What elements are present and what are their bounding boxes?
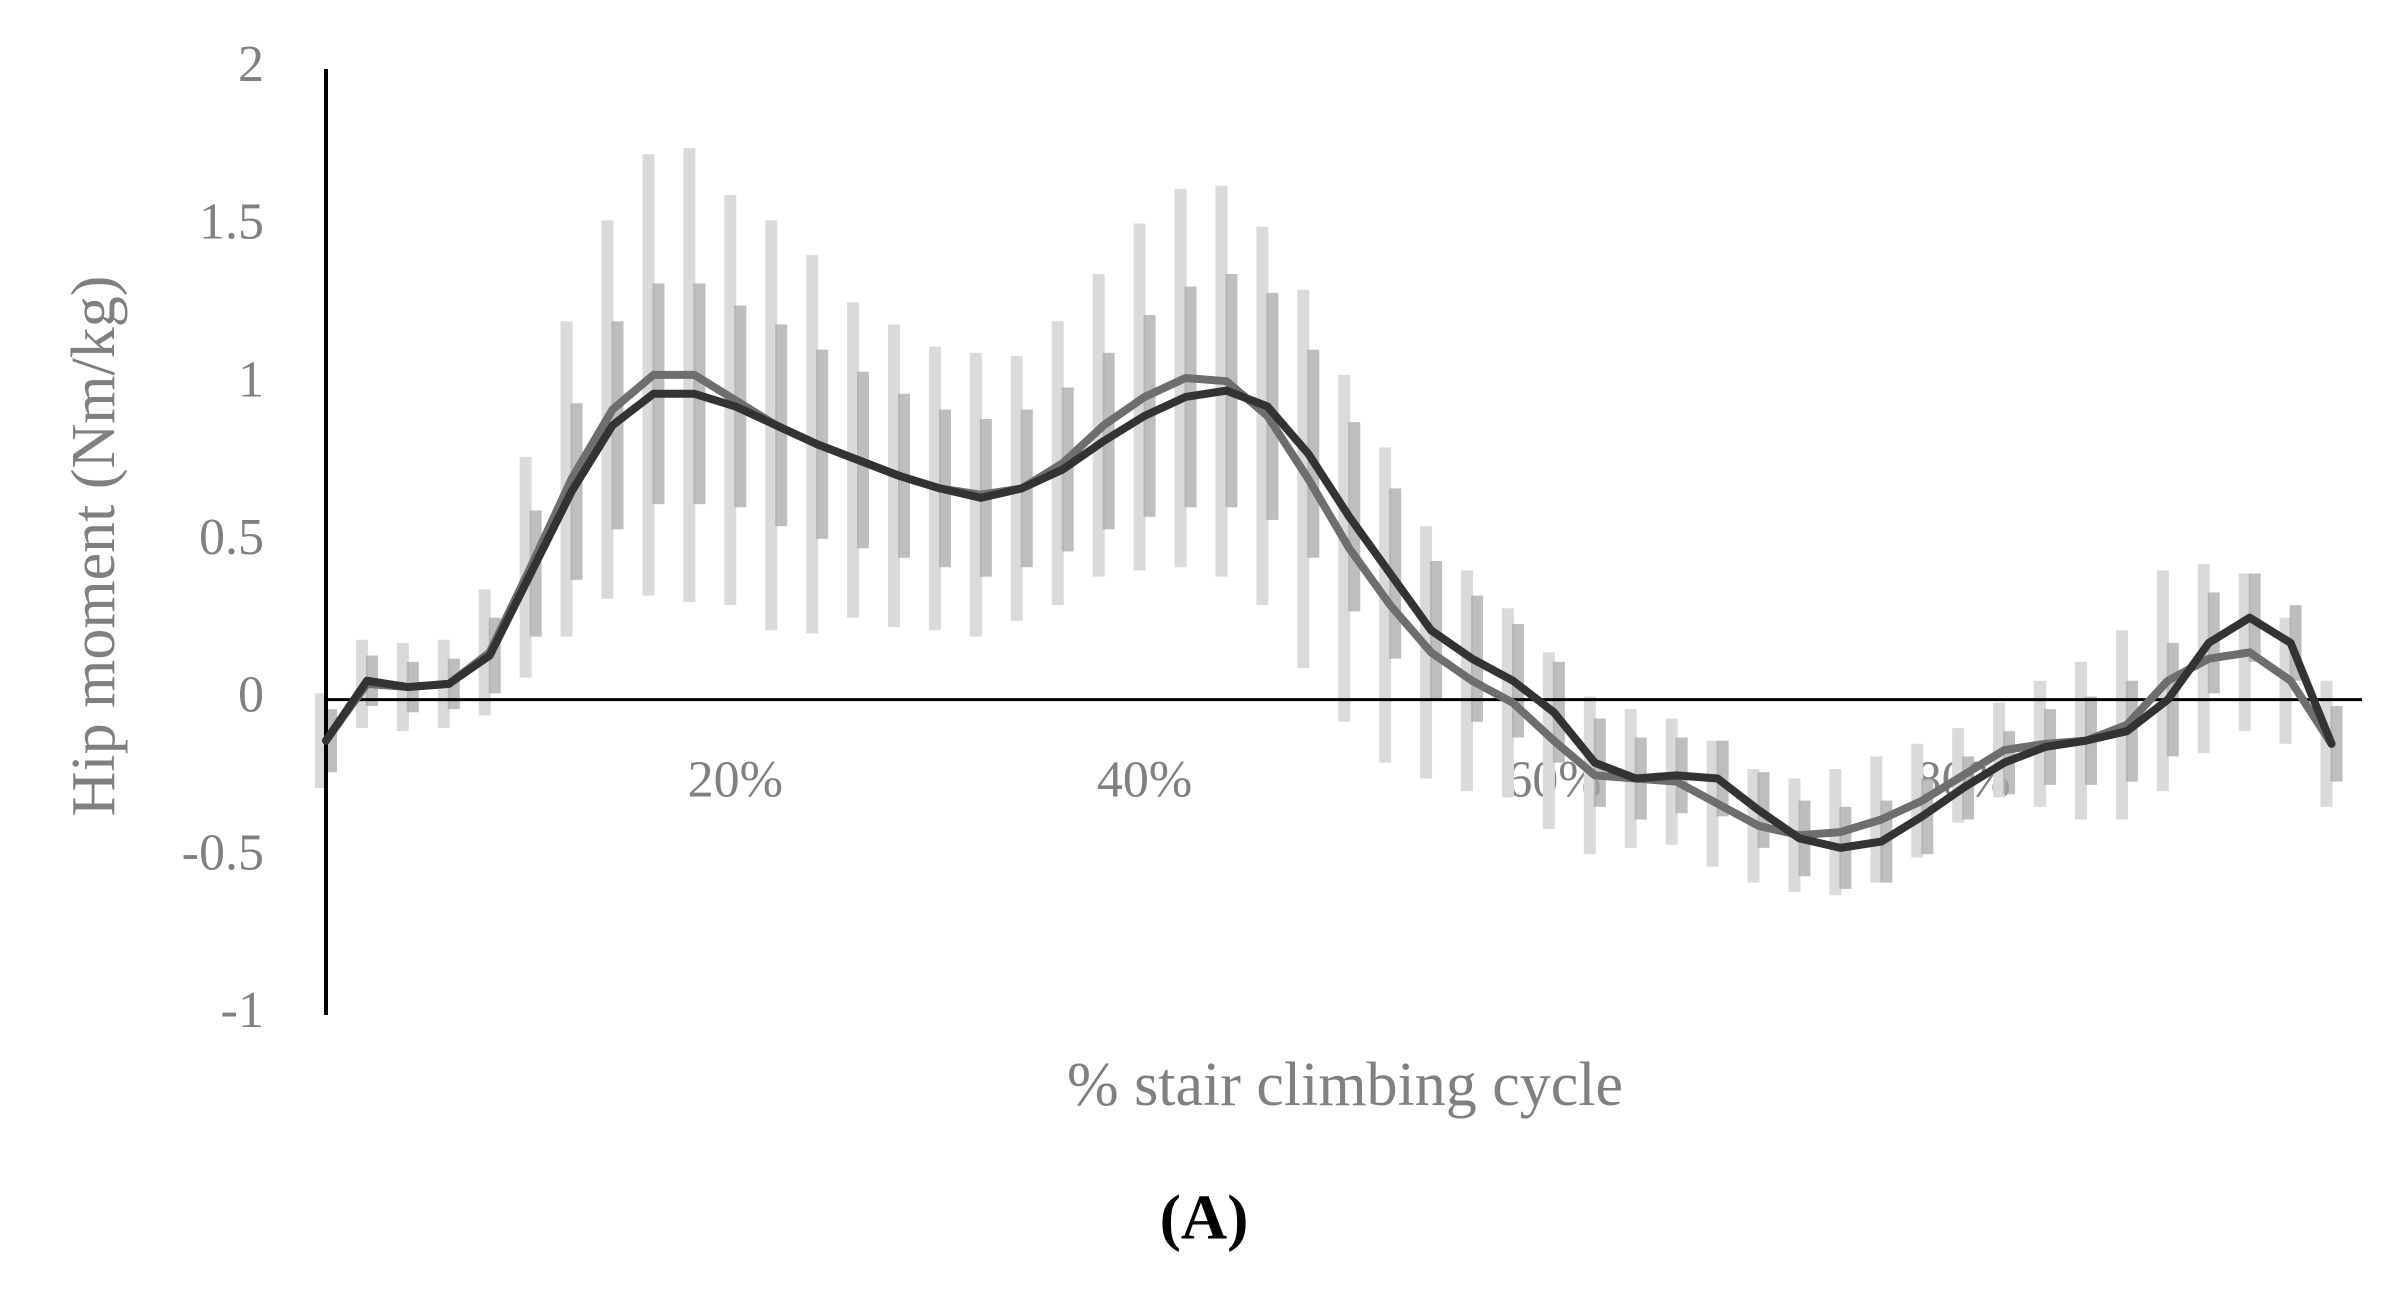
panel-label: (A): [1160, 1182, 1249, 1253]
error-bar: [1297, 289, 1310, 669]
error-bar: [2330, 705, 2343, 782]
series-line: [322, 386, 2336, 852]
y-tick-label: 2: [238, 36, 264, 93]
error-bar: [1338, 374, 1351, 722]
error-bar: [601, 220, 614, 599]
error-bar: [2320, 680, 2333, 807]
error-bar: [560, 321, 573, 637]
y-tick-label: 0.5: [199, 509, 264, 566]
y-tick-label: -0.5: [182, 824, 264, 881]
y-tick-label: 0: [238, 667, 264, 724]
y-axis-label: Hip moment (Nm/kg): [60, 276, 128, 817]
error-bar: [519, 456, 532, 678]
series-line: [322, 370, 2336, 840]
y-tick-label: -1: [221, 982, 264, 1039]
error-bar: [570, 403, 583, 580]
y-tick-label: 1.5: [199, 194, 264, 251]
error-bar: [1307, 349, 1320, 558]
y-tick-label: 1: [238, 351, 264, 408]
error-bar: [1379, 447, 1392, 763]
x-axis-label: % stair climbing cycle: [1067, 1051, 1623, 1119]
x-tick-label: 20%: [688, 752, 783, 809]
x-tick-label: 40%: [1097, 752, 1192, 809]
